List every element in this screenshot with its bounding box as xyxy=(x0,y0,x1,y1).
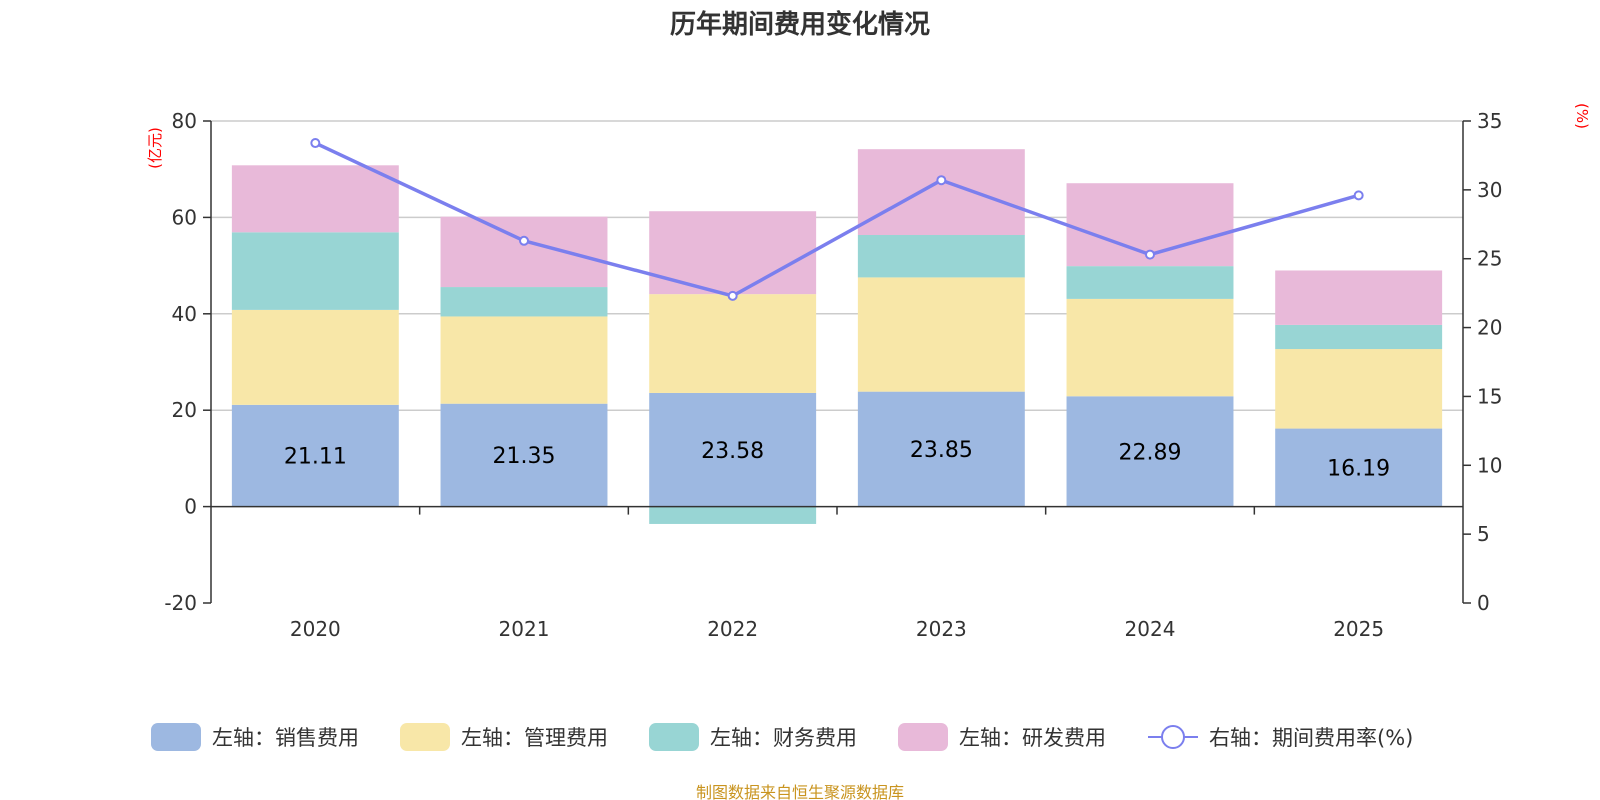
bar-stack-area xyxy=(231,149,1443,524)
rate-point xyxy=(936,175,947,186)
bar-sales xyxy=(1066,396,1234,507)
left-tick-label: 0 xyxy=(184,495,197,519)
bar-admin xyxy=(1066,298,1234,397)
chart-title: 历年期间费用变化情况 xyxy=(670,9,930,40)
bar-finance xyxy=(857,234,1025,278)
right-tick-label: 0 xyxy=(1477,591,1490,615)
legend-item-rate[interactable]: 右轴：期间费用率(%) xyxy=(1148,725,1413,750)
x-tick-label: 2024 xyxy=(1125,617,1176,641)
bar-sales xyxy=(231,404,399,507)
right-tick-label: 15 xyxy=(1477,384,1502,408)
legend-swatch xyxy=(151,723,201,751)
legend: 左轴：销售费用 左轴：管理费用 左轴：财务费用 左轴：研发费用 右轴：期间费用率(%) xyxy=(151,723,1413,751)
right-tick-label: 25 xyxy=(1477,247,1502,271)
left-tick-label: 20 xyxy=(172,398,197,422)
legend-swatch xyxy=(649,723,699,751)
legend-item-sales[interactable]: 左轴：销售费用 xyxy=(151,723,359,751)
left-tick-label: 40 xyxy=(172,302,197,326)
left-axis-unit: (亿元) xyxy=(146,127,164,169)
x-tick-label: 2025 xyxy=(1333,617,1384,641)
bar-sales xyxy=(440,403,608,507)
legend-label: 左轴：管理费用 xyxy=(461,726,608,750)
bar-sales xyxy=(1275,428,1443,507)
bar-finance xyxy=(1275,324,1443,350)
bar-admin xyxy=(231,309,399,405)
legend-marker xyxy=(1161,725,1185,749)
bar-finance xyxy=(440,287,608,317)
right-axis-unit: (%) xyxy=(1573,103,1591,129)
legend-swatch xyxy=(898,723,948,751)
legend-label: 左轴：销售费用 xyxy=(212,726,359,750)
right-tick-label: 35 xyxy=(1477,109,1502,133)
right-tick-label: 5 xyxy=(1477,522,1490,546)
bar-finance xyxy=(649,506,817,524)
right-tick-label: 20 xyxy=(1477,316,1502,340)
rate-line xyxy=(314,141,1360,298)
rate-point xyxy=(310,138,321,149)
bar-rd xyxy=(857,149,1025,235)
legend-item-admin[interactable]: 左轴：管理费用 xyxy=(400,723,608,751)
source-note: 制图数据来自恒生聚源数据库 xyxy=(696,783,904,800)
legend-swatch xyxy=(400,723,450,751)
left-tick-label: 80 xyxy=(172,109,197,133)
legend-label: 左轴：研发费用 xyxy=(959,726,1106,750)
rate-point xyxy=(727,290,738,301)
bar-rd xyxy=(231,165,399,233)
axes: 80 60 40 20 0 -20 35 30 25 20 15 10 5 0 2020 2021 2022 20… xyxy=(164,109,1502,641)
bar-admin xyxy=(649,294,817,393)
sales-data-label: 23.58 xyxy=(701,439,764,464)
rate-point xyxy=(1145,249,1155,260)
sales-data-label: 16.19 xyxy=(1327,457,1390,482)
left-tick-label: -20 xyxy=(164,591,197,615)
bar-sales xyxy=(857,391,1025,507)
bar-admin xyxy=(1275,349,1443,429)
bar-admin xyxy=(440,316,608,404)
left-tick-label: 60 xyxy=(172,205,197,229)
x-tick-label: 2020 xyxy=(290,617,341,641)
legend-label: 右轴：期间费用率(%) xyxy=(1209,726,1413,750)
legend-label: 左轴：财务费用 xyxy=(710,726,857,750)
right-tick-label: 10 xyxy=(1477,453,1502,477)
bar-finance xyxy=(1066,266,1234,299)
right-tick-label: 30 xyxy=(1477,178,1502,202)
sales-data-label: 23.85 xyxy=(910,438,973,463)
sales-data-label: 21.11 xyxy=(284,445,347,470)
bar-admin xyxy=(857,277,1025,392)
grid-lines xyxy=(211,120,1463,411)
bar-sales xyxy=(649,392,817,507)
rate-point xyxy=(1353,190,1364,201)
legend-item-finance[interactable]: 左轴：财务费用 xyxy=(649,723,857,751)
x-tick-label: 2022 xyxy=(707,617,758,641)
data-labels: 21.11 21.35 23.58 23.85 22.89 16.19 xyxy=(284,438,1390,481)
bar-rd xyxy=(1275,270,1443,325)
sales-data-label: 21.35 xyxy=(493,444,556,469)
sales-data-label: 22.89 xyxy=(1119,440,1182,465)
rate-point xyxy=(519,235,529,246)
rate-line-area xyxy=(310,138,1364,301)
x-tick-label: 2023 xyxy=(916,617,967,641)
bar-finance xyxy=(231,232,399,310)
bar-rd xyxy=(440,216,608,288)
legend-item-rd[interactable]: 左轴：研发费用 xyxy=(898,723,1106,751)
x-tick-label: 2021 xyxy=(499,617,550,641)
